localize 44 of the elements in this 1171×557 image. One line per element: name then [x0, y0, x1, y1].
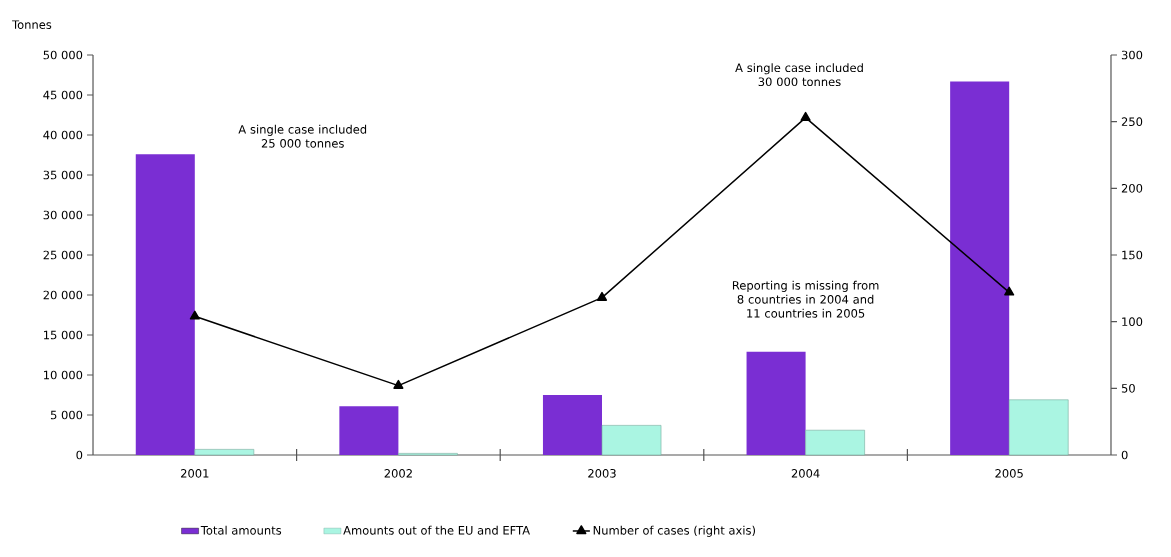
y2-tick-label: 100	[1122, 317, 1143, 326]
x-tick-label: 2001	[181, 469, 209, 478]
x-tick-label: 2004	[791, 469, 820, 478]
legend-label: Total amounts	[200, 525, 282, 535]
y-tick-label: 30 000	[43, 210, 83, 220]
x-tick-label: 2002	[384, 469, 412, 478]
y2-tick-label: 150	[1122, 250, 1143, 260]
y-tick-label: 0	[76, 450, 83, 460]
y-tick-label: 50 000	[43, 50, 83, 60]
bar	[950, 81, 1010, 455]
y2-tick-label: 50	[1121, 383, 1135, 393]
bar	[1008, 399, 1069, 456]
y-tick-label: 20 000	[43, 290, 83, 300]
bar	[194, 449, 255, 456]
y-tick-label: 5 000	[50, 410, 83, 420]
bar	[339, 406, 399, 455]
y-tick-label: 10 000	[44, 370, 83, 380]
point	[189, 310, 200, 320]
annotation: Reporting is missing from 8 countries in 2004 and 11 countries in 2005	[732, 280, 879, 318]
bar	[805, 429, 865, 456]
y-axis-title: Tonnes	[12, 20, 52, 29]
y2-tick-label: 250	[1121, 117, 1143, 126]
annotation: A single case included 25 000 tonnes	[238, 124, 367, 148]
legend-label: Number of cases (right axis)	[593, 525, 755, 537]
y-tick-label: 45 000	[43, 90, 83, 100]
y2-tick-label: 200	[1121, 183, 1143, 193]
bar	[746, 351, 806, 455]
point	[596, 291, 608, 301]
y-tick-label: 35 000	[43, 170, 83, 180]
legend-label: Amounts out of the EU and EFTA	[343, 525, 530, 535]
annotation: A single case included 30 000 tonnes	[735, 63, 863, 87]
point	[393, 379, 404, 389]
y2-tick-label: 0	[1121, 450, 1128, 460]
y-tick-label: 15 000	[44, 330, 83, 340]
y2-tick-label: 300	[1121, 50, 1143, 60]
y-tick-label: 25 000	[43, 250, 83, 260]
x-tick-label: 2005	[995, 469, 1023, 478]
point	[800, 111, 811, 121]
point	[1004, 286, 1015, 296]
x-tick-label: 2003	[588, 469, 616, 478]
bar	[135, 154, 195, 455]
bar	[542, 394, 602, 455]
y-tick-label: 40 000	[43, 130, 83, 140]
bar	[601, 425, 662, 456]
